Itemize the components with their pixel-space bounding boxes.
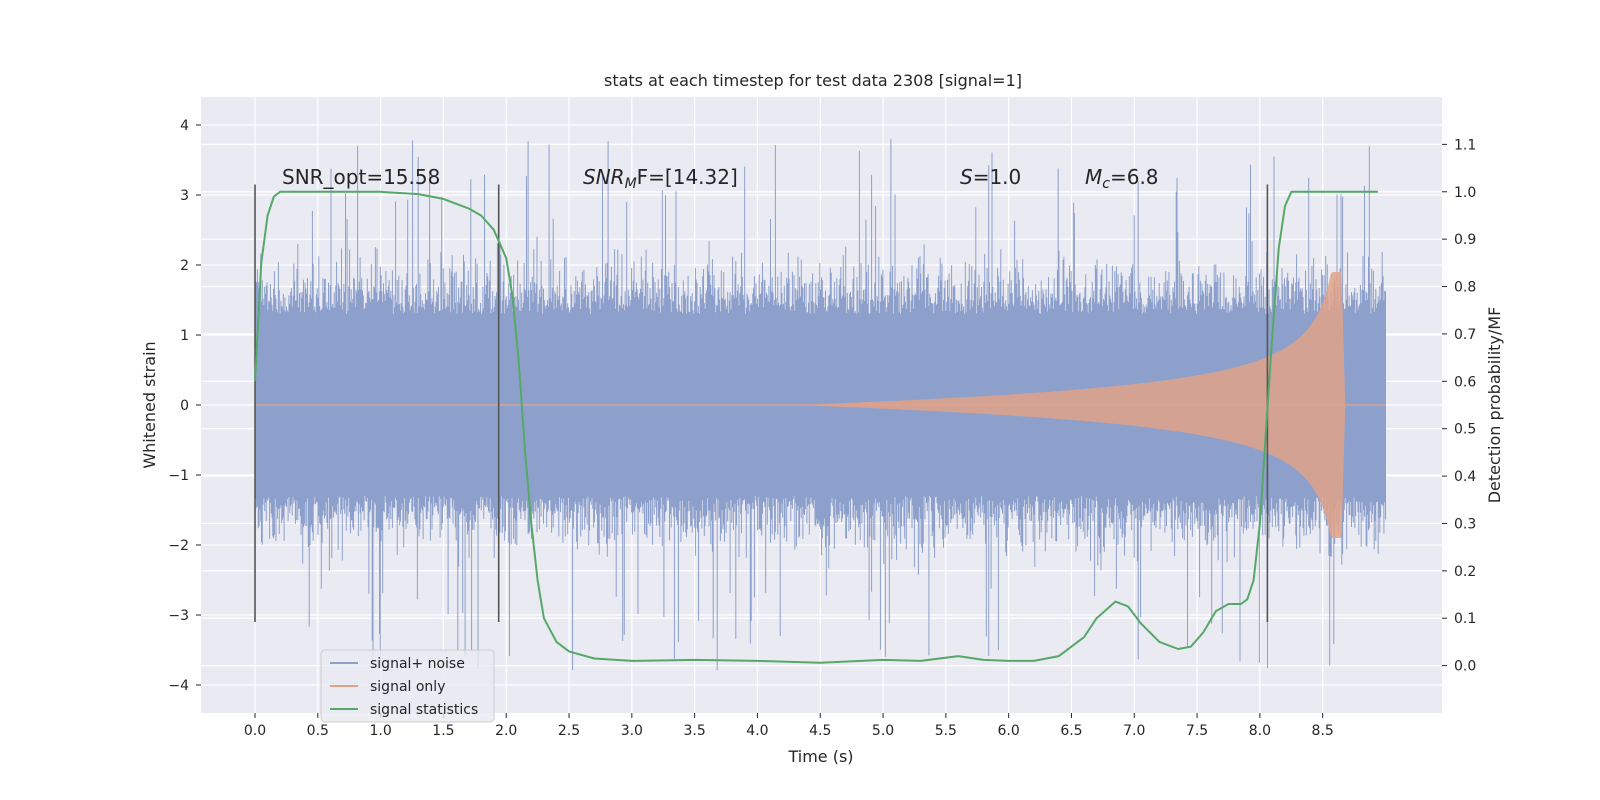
y2-axis-label: Detection probability/MF <box>1485 307 1504 504</box>
signal-only-series <box>255 272 1386 538</box>
y-axis-label: Whitened strain <box>140 341 159 468</box>
y2-tick-label: 1.0 <box>1454 185 1476 201</box>
y-tick-label: −2 <box>168 538 189 554</box>
statistics-line <box>254 190 1378 664</box>
x-tick-label: 0.5 <box>307 723 329 739</box>
annotation-snr-mf-tail: F=[14.32] <box>637 165 738 189</box>
legend: signal+ noise signal only signal statist… <box>320 649 495 723</box>
y-tick-label: −3 <box>168 608 189 624</box>
legend-box <box>320 649 495 723</box>
annotation-s-label: S <box>960 165 973 189</box>
annotation-snr-mf-label: SNR <box>583 165 625 189</box>
x-tick-label: 1.5 <box>432 723 454 739</box>
x-tick-label: 8.0 <box>1249 723 1271 739</box>
x-axis-label: Time (s) <box>787 747 853 766</box>
x-tick-label: 4.5 <box>809 723 831 739</box>
y-tick-label: 2 <box>180 258 189 274</box>
y2-tick-label: 0.0 <box>1454 659 1476 675</box>
x-tick-label: 5.5 <box>935 723 957 739</box>
chart-title: stats at each timestep for test data 230… <box>604 71 1022 90</box>
y2-tick-label: 0.5 <box>1454 422 1476 438</box>
x-tick-label: 0.0 <box>244 723 266 739</box>
x-tick-label: 3.0 <box>621 723 643 739</box>
y2-tick-label: 0.3 <box>1454 516 1476 532</box>
x-tick-label: 4.0 <box>746 723 768 739</box>
x-tick-label: 6.5 <box>1060 723 1082 739</box>
y2-tick-label: 0.4 <box>1454 469 1476 485</box>
annotation-snr-opt: SNR_opt=15.58 <box>282 165 440 189</box>
y-tick-label: 4 <box>180 118 189 134</box>
y2-tick-label: 0.9 <box>1454 232 1476 248</box>
x-tick-label: 2.0 <box>495 723 517 739</box>
annotation-mc-sub: c <box>1102 176 1110 192</box>
x-tick-label: 1.0 <box>369 723 391 739</box>
y2-tick-label: 1.1 <box>1454 137 1476 153</box>
x-tick-label: 7.5 <box>1186 723 1208 739</box>
y2-tick-label: 0.1 <box>1454 611 1476 627</box>
y-tick-label: 0 <box>180 398 189 414</box>
signal-statistics-series <box>254 190 1378 664</box>
x-tick-label: 2.5 <box>558 723 580 739</box>
x-tick-label: 3.5 <box>684 723 706 739</box>
y2-tick-label: 0.2 <box>1454 564 1476 580</box>
legend-label-noise: signal+ noise <box>370 656 465 672</box>
x-tick-label: 5.0 <box>872 723 894 739</box>
annotation-snr-mf-sub: M <box>625 176 637 192</box>
x-tick-label: 7.0 <box>1123 723 1145 739</box>
y2-tick-label: 0.8 <box>1454 280 1476 296</box>
legend-label-signal: signal only <box>370 679 445 695</box>
axis-ticks: 0.0 0.5 1.0 1.5 2.0 2.5 3.0 3.5 4.0 4.5 5.0 5.5 6.0 6… <box>168 118 1476 739</box>
annotation-mc: Mc=6.8 <box>1085 165 1159 192</box>
y-tick-label: −4 <box>168 678 189 694</box>
y2-tick-label: 0.6 <box>1454 374 1476 390</box>
x-tick-label: 8.5 <box>1312 723 1334 739</box>
annotation-mc-value: =6.8 <box>1110 165 1159 189</box>
annotation-s: S=1.0 <box>960 165 1021 189</box>
x-tick-label: 6.0 <box>998 723 1020 739</box>
annotation-mc-label: M <box>1085 165 1102 189</box>
y2-tick-label: 0.7 <box>1454 327 1476 343</box>
y-tick-label: 1 <box>180 328 189 344</box>
annotation-snr-mf: SNRMF=[14.32] <box>583 165 738 192</box>
legend-label-stats: signal statistics <box>370 702 478 718</box>
annotation-s-value: =1.0 <box>973 165 1022 189</box>
y-tick-label: −1 <box>168 468 189 484</box>
y-tick-label: 3 <box>180 188 189 204</box>
